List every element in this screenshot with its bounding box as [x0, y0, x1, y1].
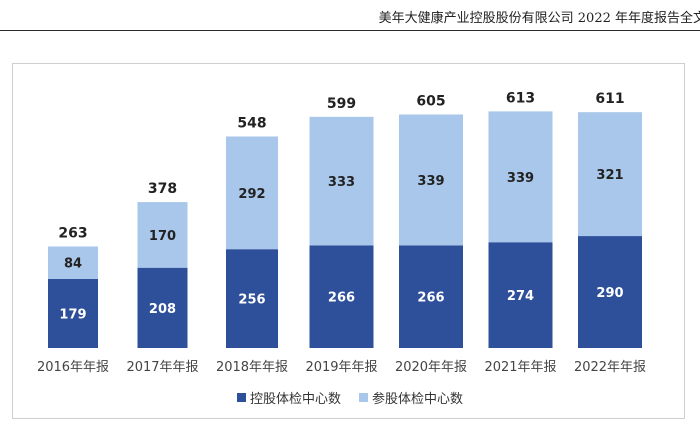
bar-controlled-5 — [488, 242, 553, 348]
total-label-6: 611 — [595, 91, 624, 107]
x-tick-label-0: 2016年年报 — [37, 360, 109, 375]
data-label-controlled-3: 266 — [328, 291, 355, 306]
data-label-invested-0: 84 — [64, 257, 82, 272]
bar-controlled-6 — [578, 236, 642, 348]
page-header: 美年大健康产业控股股份有限公司 2022 年年度报告全文 — [0, 0, 700, 31]
legend-label-invested: 参股体检中心数 — [372, 392, 464, 407]
data-label-controlled-1: 208 — [149, 302, 176, 317]
legend-label-controlled: 控股体检中心数 — [249, 392, 341, 407]
legend-item-controlled: 控股体检中心数 — [236, 388, 341, 407]
bar-invested-6 — [578, 112, 642, 237]
legend-swatch-controlled — [236, 393, 246, 402]
bar-invested-1 — [137, 202, 188, 268]
bar-controlled-2 — [226, 249, 278, 348]
bar-invested-0 — [48, 246, 98, 279]
bar-invested-2 — [226, 136, 278, 250]
data-label-invested-1: 170 — [149, 229, 176, 244]
data-label-controlled-2: 256 — [238, 293, 265, 308]
x-tick-label-1: 2017年年报 — [126, 360, 198, 375]
x-tick-label-4: 2020年年报 — [395, 360, 467, 375]
data-label-controlled-4: 266 — [417, 291, 444, 306]
total-label-0: 263 — [58, 225, 87, 241]
bar-controlled-1 — [137, 267, 188, 348]
data-label-controlled-0: 179 — [59, 307, 86, 322]
total-label-2: 548 — [237, 115, 266, 131]
x-tick-label-6: 2022年年报 — [574, 360, 646, 375]
bar-controlled-3 — [309, 245, 374, 348]
bar-controlled-4 — [399, 245, 463, 348]
x-tick-label-5: 2021年年报 — [484, 360, 556, 375]
data-label-invested-6: 321 — [596, 168, 623, 183]
x-tick-label-2: 2018年年报 — [216, 360, 288, 375]
total-label-1: 378 — [148, 181, 177, 197]
data-label-invested-2: 292 — [238, 187, 265, 202]
chart-legend: 控股体检中心数 参股体检中心数 — [0, 388, 700, 407]
data-label-invested-5: 339 — [507, 171, 534, 186]
data-label-controlled-6: 290 — [596, 286, 623, 301]
bar-invested-4 — [399, 114, 463, 246]
x-tick-label-3: 2019年年报 — [305, 360, 377, 375]
data-label-invested-3: 333 — [328, 175, 355, 190]
legend-item-invested: 参股体检中心数 — [359, 388, 463, 407]
bar-controlled-0 — [48, 278, 98, 348]
total-label-3: 599 — [327, 96, 356, 112]
data-label-invested-4: 339 — [417, 174, 444, 189]
total-label-5: 613 — [506, 90, 535, 106]
total-label-4: 605 — [416, 93, 445, 109]
legend-swatch-invested — [359, 393, 368, 402]
data-label-controlled-5: 274 — [507, 289, 534, 304]
bar-invested-5 — [488, 111, 553, 243]
bar-invested-3 — [309, 116, 374, 246]
report-header-title: 美年大健康产业控股股份有限公司 2022 年年度报告全文 — [378, 11, 700, 26]
